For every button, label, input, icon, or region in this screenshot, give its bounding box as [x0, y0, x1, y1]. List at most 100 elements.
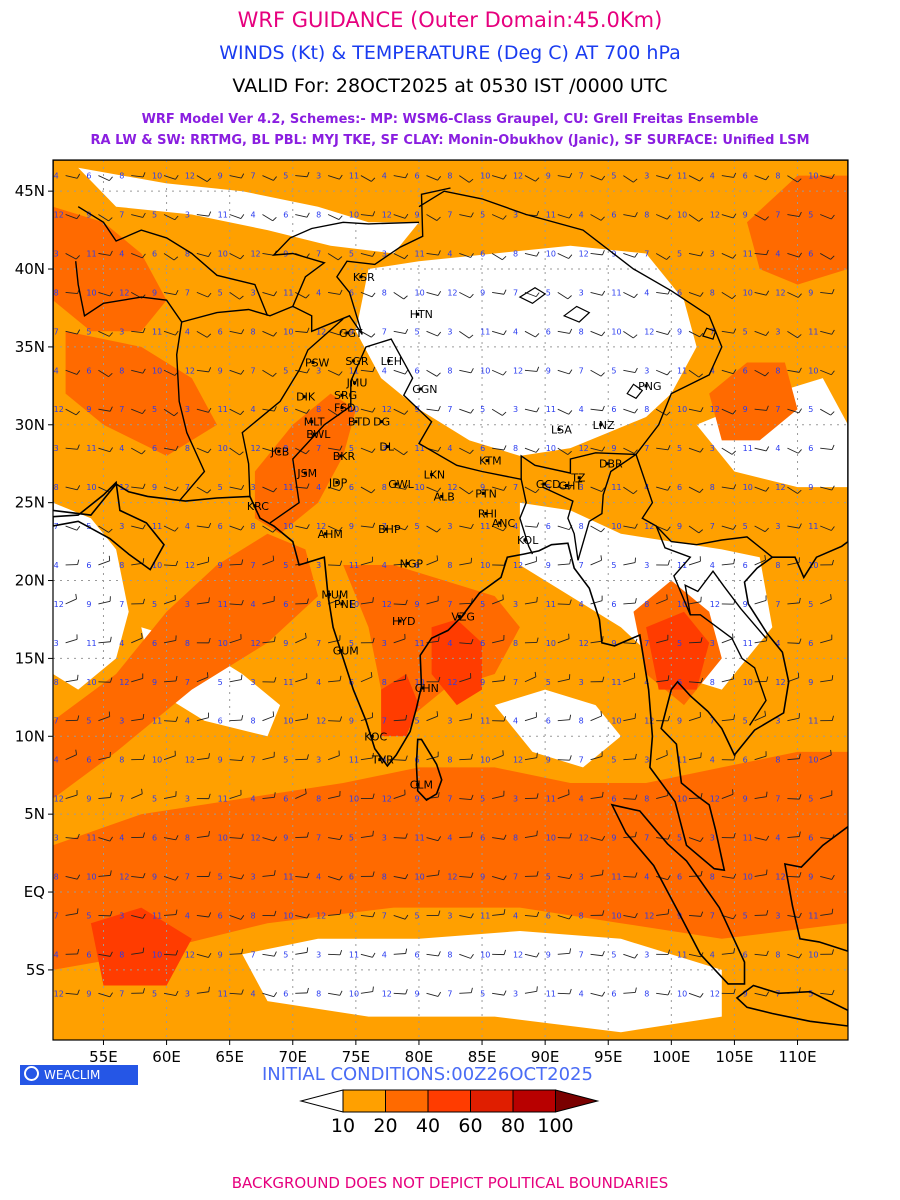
grid-temp-value: 9	[415, 405, 420, 414]
wind-barb	[557, 599, 572, 605]
coast-india	[53, 160, 848, 872]
wind-barb	[459, 408, 474, 414]
wind-barb	[131, 408, 146, 415]
grid-temp-value: 4	[513, 717, 518, 726]
grid-temp-value: 5	[86, 911, 91, 920]
grid-temp-value: 9	[808, 288, 813, 297]
wind-barb	[131, 368, 146, 374]
boundary-line	[241, 318, 344, 497]
grid-temp-value: 8	[513, 639, 518, 648]
grid-temp-value: 8	[579, 327, 584, 336]
grid-temp-value: 12	[579, 639, 589, 648]
grid-temp-value: 11	[349, 561, 359, 570]
wind-barb	[787, 330, 802, 339]
wind-barb	[65, 408, 80, 416]
grid-temp-value: 3	[54, 639, 59, 648]
wind-barb	[656, 329, 671, 335]
grid-temp-value: 9	[86, 989, 91, 998]
grid-temp-value: 10	[677, 211, 687, 220]
wind-barb	[98, 214, 113, 222]
wind-barb	[721, 253, 737, 259]
wind-barb	[754, 635, 768, 644]
wind-barb	[65, 253, 80, 260]
wind-barb	[623, 794, 638, 800]
wind-barb	[754, 405, 769, 411]
grid-temp-value: 9	[546, 756, 551, 765]
wind-barb	[229, 484, 245, 491]
wind-barb	[229, 874, 245, 880]
station-label: PSW	[305, 356, 330, 369]
grid-temp-value: 9	[546, 172, 551, 181]
grid-temp-value: 10	[415, 288, 425, 297]
wind-barb	[721, 213, 737, 219]
station-marker	[339, 454, 343, 458]
grid-temp-value: 11	[218, 405, 228, 414]
wind-barb	[229, 674, 243, 683]
grid-temp-value: 6	[611, 211, 616, 220]
wind-barb	[754, 950, 769, 956]
wind-barb	[262, 175, 277, 181]
wind-barb	[327, 369, 343, 376]
station-marker	[523, 538, 527, 542]
station-label: LKN	[424, 469, 446, 482]
logo-icon	[24, 1066, 39, 1081]
wind-barb	[328, 675, 342, 683]
grid-temp-value: 8	[119, 366, 124, 375]
grid-temp-value: 11	[86, 834, 96, 843]
wind-barb	[360, 752, 374, 761]
grid-temp-value: 3	[644, 950, 649, 959]
wind-barb	[295, 872, 310, 879]
station-marker	[565, 484, 569, 488]
wind-barb	[688, 752, 702, 761]
grid-temp-value: 6	[152, 444, 157, 453]
longitude-label: 90E	[531, 1048, 560, 1066]
grid-temp-value: 10	[480, 950, 490, 959]
grid-temp-value: 3	[579, 872, 584, 881]
grid-temp-value: 9	[283, 834, 288, 843]
grid-temp-value: 11	[283, 288, 293, 297]
wind-barb	[590, 910, 605, 916]
grid-temp-value: 11	[152, 522, 162, 531]
grid-temp-value: 11	[611, 872, 621, 881]
wind-barb	[131, 913, 146, 919]
wind-barb	[721, 714, 736, 722]
wind-barb	[426, 291, 442, 296]
wind-barb	[820, 675, 834, 683]
grid-temp-value: 6	[415, 172, 420, 181]
grid-temp-value: 5	[86, 717, 91, 726]
grid-temp-value: 10	[546, 834, 556, 843]
wind-barb	[492, 834, 507, 840]
grid-temp-value: 3	[316, 756, 321, 765]
wind-barb	[196, 672, 209, 683]
grid-temp-value: 4	[185, 327, 190, 336]
station-label: FSD	[334, 402, 356, 415]
wind-barb	[295, 713, 309, 722]
wind-barb	[688, 291, 704, 297]
wind-barb	[163, 635, 177, 644]
model-info-line1: WRF Model Ver 4.2, Schemes:- MP: WSM6-Cl…	[141, 112, 759, 127]
grid-temp-value: 10	[349, 600, 359, 609]
wind-barb	[295, 832, 309, 838]
wind-barb	[196, 556, 209, 566]
wind-barb	[229, 329, 245, 335]
wind-barb	[623, 523, 638, 529]
grid-temp-value: 7	[250, 366, 255, 375]
grid-temp-value: 12	[710, 795, 720, 804]
station-marker	[457, 614, 461, 618]
lake-outline	[626, 383, 644, 400]
wind-barb	[820, 634, 833, 644]
wind-barb	[623, 291, 638, 299]
wind-barb	[163, 289, 179, 296]
grid-temp-value: 4	[382, 561, 387, 570]
grid-temp-value: 7	[644, 249, 649, 258]
grid-temp-value: 11	[677, 561, 687, 570]
grid-temp-value: 3	[119, 327, 124, 336]
wind-barb	[131, 832, 145, 838]
grid-temp-value: 7	[250, 561, 255, 570]
boundary-disclaimer: BACKGROUND DOES NOT DEPICT POLITICAL BOU…	[231, 1174, 669, 1192]
grid-temp-value: 3	[250, 872, 255, 881]
grid-temp-value: 11	[611, 288, 621, 297]
grid-temp-value: 3	[119, 522, 124, 531]
wind-barb	[328, 990, 343, 996]
wind-barb	[820, 329, 835, 335]
